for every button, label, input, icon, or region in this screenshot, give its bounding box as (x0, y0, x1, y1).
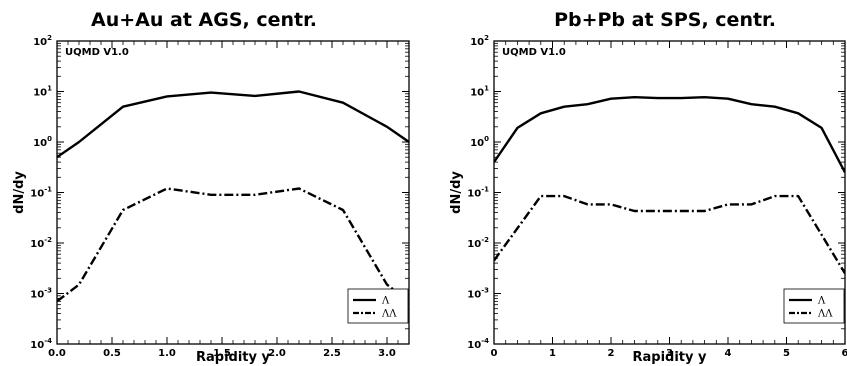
y-tick-label: 10-1 (30, 186, 52, 200)
legend-label: Λ (817, 296, 826, 307)
legend-label: Λ (381, 296, 390, 307)
x-axis-label: Rapidity y (633, 350, 708, 365)
y-tick-label: 100 (470, 135, 489, 149)
series-line-2 (57, 187, 409, 303)
y-tick-label: 10-2 (467, 236, 489, 250)
x-tick-label: 0 (491, 348, 498, 359)
x-axis-label: Rapidity y (196, 350, 271, 365)
legend-box (783, 288, 845, 324)
series-line-1 (57, 90, 409, 159)
y-axis-label: dN/dy (12, 171, 27, 214)
legend-label: ΛΛ (381, 309, 397, 320)
legend-box (347, 288, 409, 324)
x-tick-label: 2.5 (323, 348, 341, 359)
x-tick-label: 1 (549, 348, 556, 359)
x-tick-label: 3.0 (378, 348, 396, 359)
y-tick-label: 10-3 (467, 287, 489, 301)
y-tick-label: 102 (470, 34, 489, 48)
x-tick-label: 4 (725, 348, 732, 359)
x-tick-label: 1.0 (158, 348, 176, 359)
series-line-2 (494, 194, 845, 275)
chart-title: Pb+Pb at SPS, centr. (554, 9, 776, 31)
x-tick-label: 5 (783, 348, 790, 359)
y-tick-label: 10-1 (467, 186, 489, 200)
x-tick-label: 0.5 (103, 348, 121, 359)
model-annotation: UQMD V1.0 (502, 47, 566, 58)
model-annotation: UQMD V1.0 (65, 47, 129, 58)
x-tick-label: 2 (608, 348, 615, 359)
x-tick-label: 2.0 (268, 348, 286, 359)
legend-label: ΛΛ (817, 309, 833, 320)
y-axis-label: dN/dy (449, 171, 464, 214)
chart-panel-2: Pb+Pb at SPS, centr.10210110010-110-210-… (449, 9, 847, 365)
chart-panel-1: Au+Au at AGS, centr. 102 101 100 10-1 10-2 10-… (12, 9, 410, 365)
y-tick-label: 10-4 (30, 337, 52, 351)
x-tick-label: 6 (842, 348, 847, 359)
y-tick-label: 102 (33, 34, 52, 48)
y-tick-label: 10-2 (30, 236, 52, 250)
y-tick-label: 101 (470, 85, 489, 99)
x-tick-label: 3 (666, 348, 673, 359)
y-tick-label: 10-3 (30, 287, 52, 301)
y-tick-label: 10-4 (467, 337, 489, 351)
y-tick-label: 100 (33, 135, 52, 149)
y-tick-label: 101 (33, 85, 52, 99)
x-tick-label: 0.0 (48, 348, 66, 359)
chart-title: Au+Au at AGS, centr. (91, 9, 317, 31)
x-tick-label: 1.5 (213, 348, 231, 359)
series-line-1 (494, 96, 845, 173)
